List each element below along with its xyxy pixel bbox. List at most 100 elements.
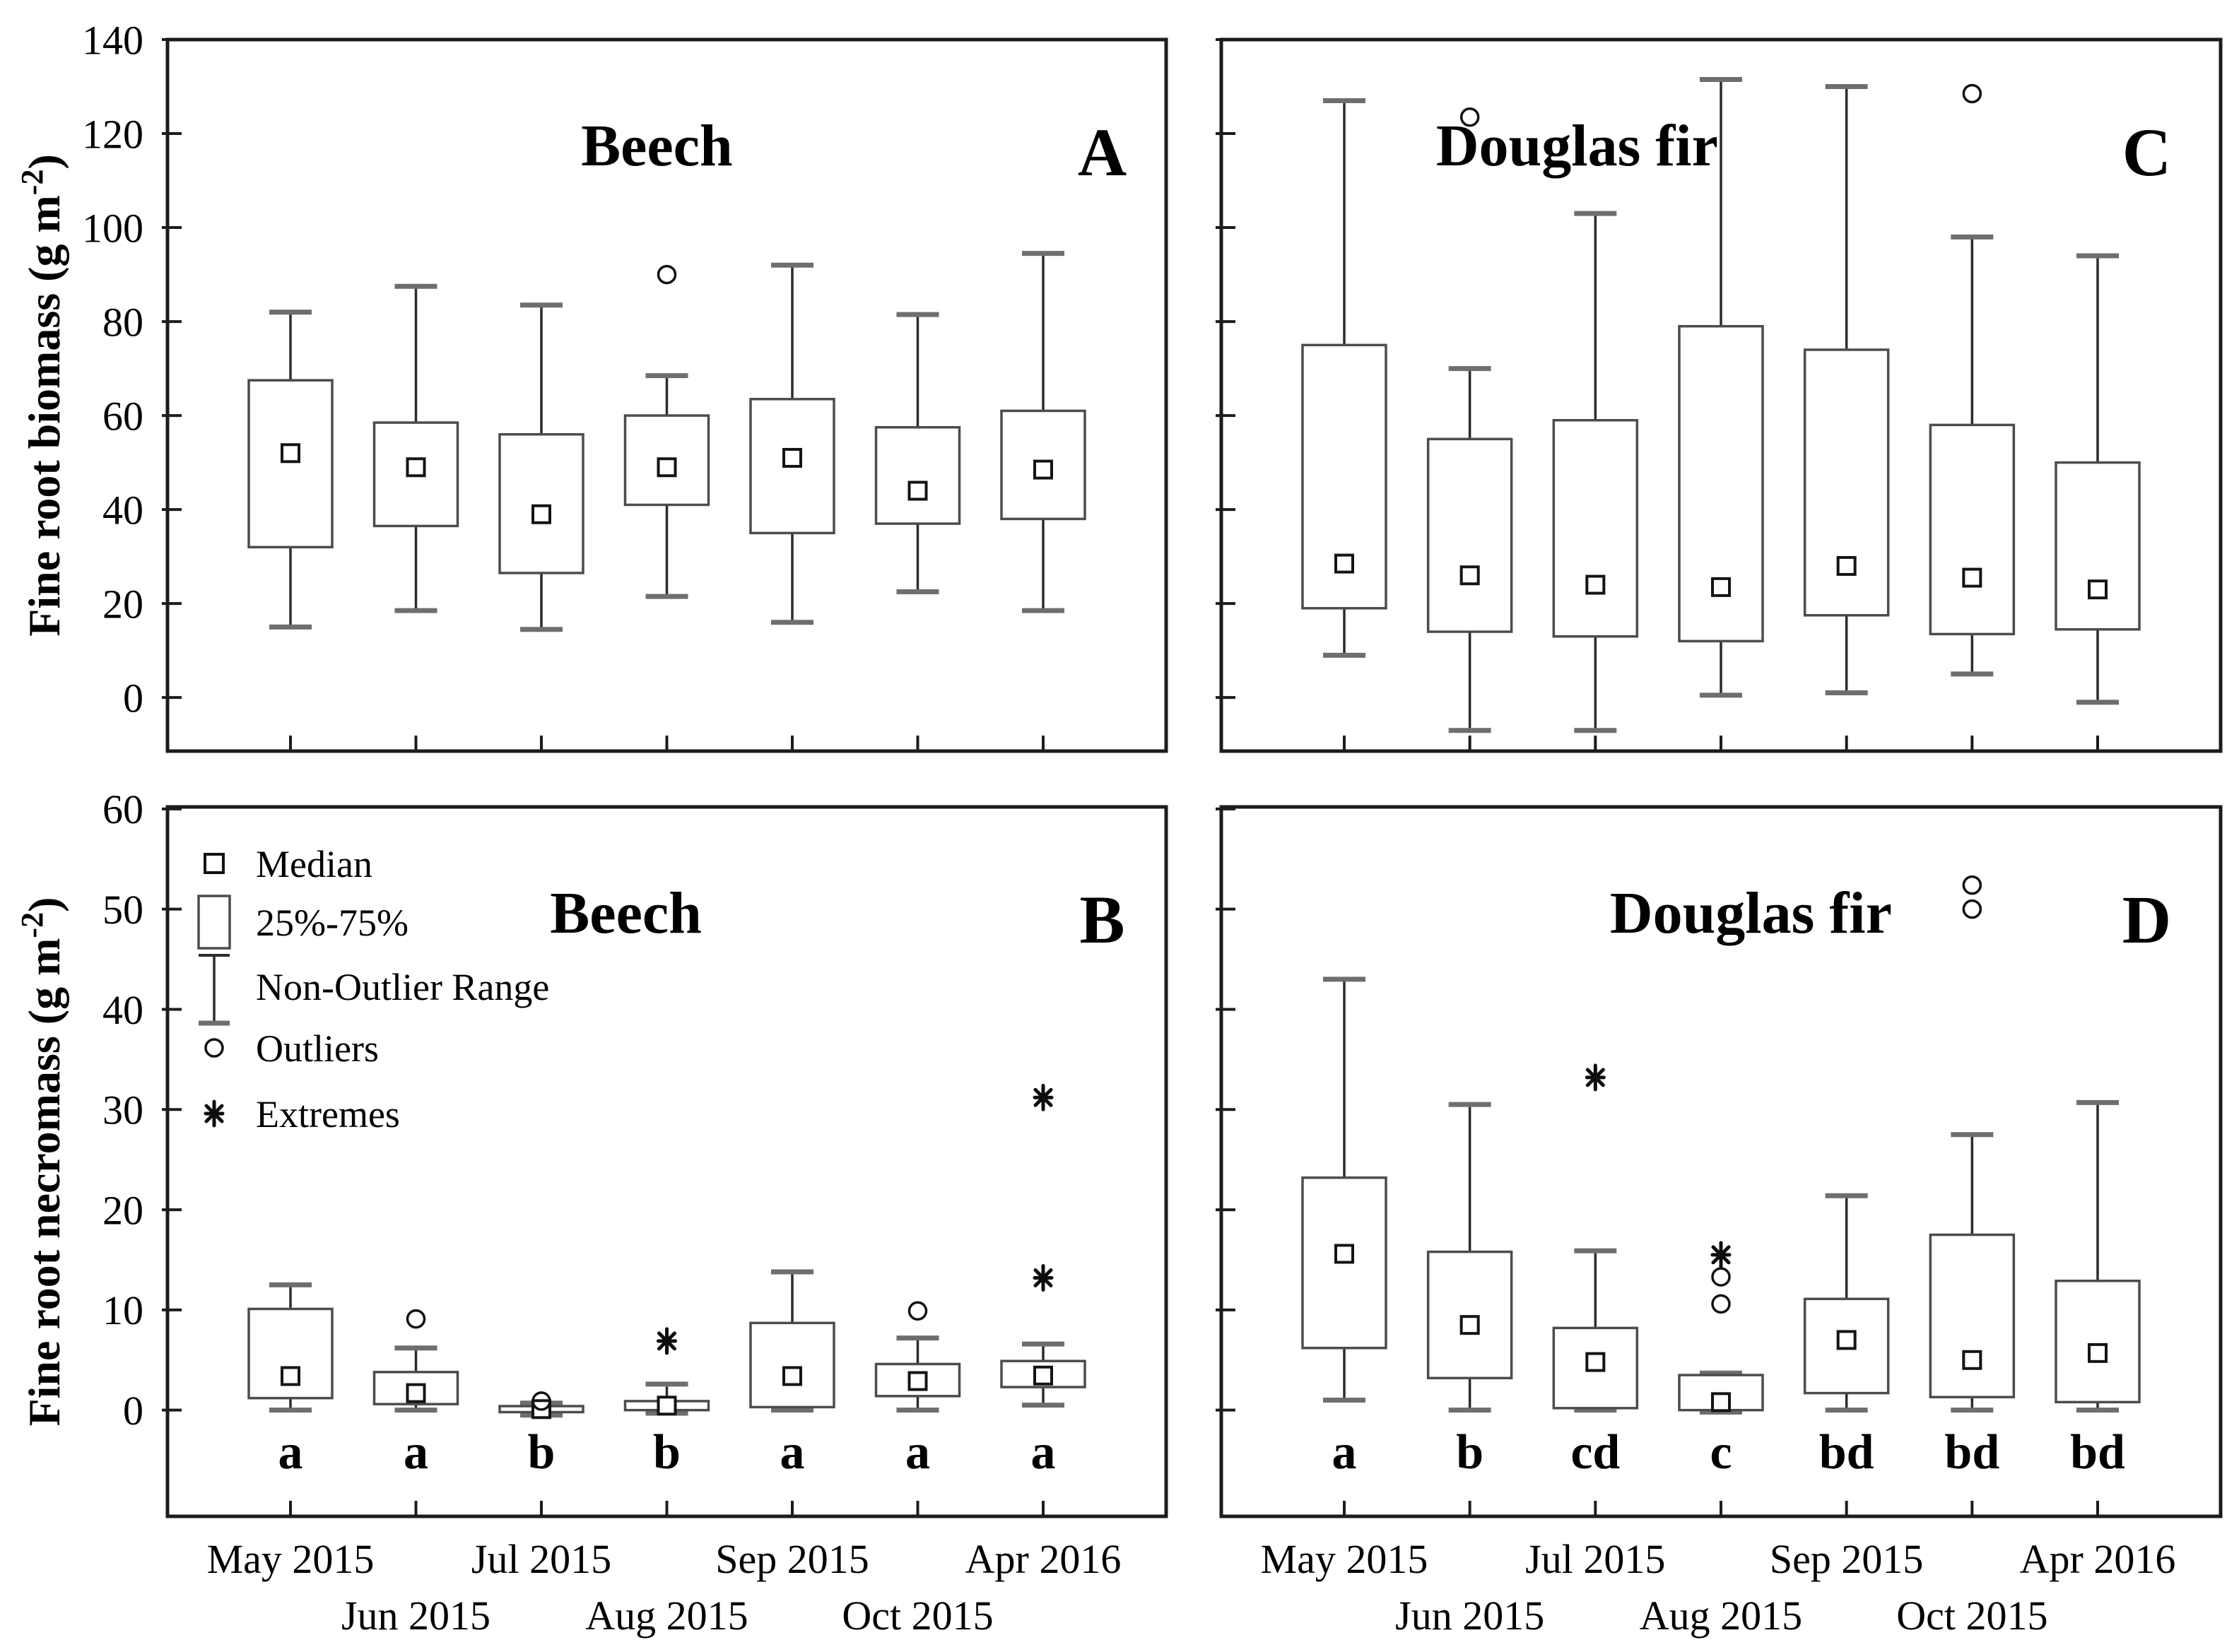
panel-D: a b cd c bd bd bd Douglas fir D May 2015 Jun 2015 J… bbox=[1216, 805, 2223, 1639]
median-marker bbox=[1033, 1365, 1053, 1386]
median-marker bbox=[1711, 577, 1731, 597]
iqr-box bbox=[623, 414, 710, 507]
significance-letter: cd bbox=[1570, 1425, 1620, 1480]
outlier-point bbox=[406, 1309, 426, 1329]
extreme-star-line bbox=[1585, 1068, 1605, 1087]
median-marker bbox=[1836, 555, 1857, 576]
y-tick-label: 0 bbox=[123, 675, 143, 721]
iqr-box bbox=[1929, 423, 2016, 636]
y-tick-label: 120 bbox=[82, 111, 143, 157]
x-tick-label: Apr 2016 bbox=[2020, 1536, 2176, 1582]
iqr-box bbox=[2055, 1280, 2141, 1404]
box-group-jul-2015 bbox=[498, 302, 584, 632]
box-group-oct-2015 bbox=[1929, 83, 2016, 677]
box-group-apr-2016 bbox=[1000, 251, 1086, 613]
y-tick-label: 80 bbox=[102, 299, 143, 345]
panel-title: Beech bbox=[581, 113, 733, 179]
box-group-jun-2015 bbox=[372, 283, 459, 613]
x-tick-label: Sep 2015 bbox=[715, 1536, 869, 1582]
box-group-jun-2015 bbox=[372, 1309, 459, 1413]
panel-letter: B bbox=[1080, 882, 1125, 957]
box-group-oct-2015 bbox=[1929, 875, 2016, 1413]
median-marker bbox=[1711, 1392, 1731, 1412]
significance-letter: a bbox=[1332, 1425, 1357, 1480]
box-group-aug-2015 bbox=[1678, 1241, 1764, 1415]
iqr-box bbox=[1552, 419, 1639, 638]
extreme-star-line bbox=[204, 1104, 224, 1123]
x-tick-label: Oct 2015 bbox=[1896, 1593, 2047, 1639]
median-marker bbox=[1459, 1315, 1480, 1335]
panel-A: 0 20 40 60 80 100 120 140 Beech A Fine root biomas… bbox=[15, 17, 1168, 753]
y-axis-title: Fine root necromass (g m-2) bbox=[15, 897, 69, 1427]
median-marker bbox=[907, 1371, 928, 1391]
x-tick-label: Aug 2015 bbox=[1640, 1593, 1802, 1639]
iqr-box bbox=[2055, 461, 2141, 631]
panel-letter: A bbox=[1078, 114, 1127, 190]
box-group-aug-2015 bbox=[1678, 77, 1764, 698]
x-tick-label: Sep 2015 bbox=[1770, 1536, 1924, 1582]
outlier-point bbox=[1962, 899, 1982, 919]
box-group-may-2015 bbox=[247, 1282, 334, 1413]
legend-label: 25%-75% bbox=[256, 902, 409, 944]
y-tick-label: 140 bbox=[82, 17, 143, 63]
panel-B: 0 10 20 30 40 50 60 a a b b a a a Beech B Fine root necr… bbox=[15, 786, 1168, 1639]
significance-letter: a bbox=[404, 1425, 428, 1480]
iqr-box bbox=[498, 432, 584, 574]
x-tick-label: May 2015 bbox=[207, 1536, 375, 1582]
iqr-box bbox=[1426, 437, 1513, 633]
x-tick-label: Jul 2015 bbox=[1525, 1536, 1665, 1582]
panel-letter: C bbox=[2122, 114, 2171, 190]
y-tick-label: 50 bbox=[102, 887, 143, 933]
y-tick-label: 10 bbox=[102, 1287, 143, 1333]
median-marker bbox=[406, 457, 426, 478]
legend-label: Non-Outlier Range bbox=[256, 966, 549, 1008]
y-tick-label: 30 bbox=[102, 1087, 143, 1133]
box-group-jun-2015 bbox=[1426, 107, 1513, 733]
extreme-point bbox=[1585, 1063, 1606, 1092]
extreme-point bbox=[657, 1327, 677, 1355]
legend-label: Extremes bbox=[256, 1093, 400, 1135]
extreme-star-line bbox=[1711, 1245, 1731, 1265]
x-tick-label: Jul 2015 bbox=[471, 1536, 611, 1582]
extreme-star-line bbox=[657, 1331, 676, 1351]
significance-letter: bd bbox=[2070, 1425, 2125, 1480]
box-group-oct-2015 bbox=[874, 1301, 961, 1413]
legend-box-icon bbox=[197, 895, 231, 950]
median-marker bbox=[1459, 565, 1480, 586]
extreme-star-line bbox=[1033, 1268, 1053, 1287]
box-group-sep-2015 bbox=[1803, 1193, 1890, 1413]
outlier-point bbox=[1962, 83, 1982, 104]
legend-outlier-icon bbox=[204, 1038, 224, 1058]
box-group-apr-2016 bbox=[1000, 1083, 1086, 1408]
median-marker bbox=[782, 447, 802, 468]
y-tick-label: 60 bbox=[102, 786, 143, 832]
y-tick-label: 0 bbox=[123, 1388, 143, 1434]
box-group-may-2015 bbox=[247, 309, 334, 630]
outlier-point bbox=[1711, 1267, 1731, 1287]
box-group-apr-2016 bbox=[2055, 1099, 2141, 1413]
significance-letter: b bbox=[653, 1425, 681, 1480]
x-tick-label: Jun 2015 bbox=[341, 1593, 490, 1639]
extreme-point bbox=[1710, 1241, 1732, 1269]
x-tick-label: Aug 2015 bbox=[585, 1593, 748, 1639]
x-tick-label: Jun 2015 bbox=[1395, 1593, 1544, 1639]
y-tick-label: 60 bbox=[102, 393, 143, 439]
box-group-sep-2015 bbox=[749, 1269, 835, 1413]
median-marker bbox=[1334, 553, 1354, 574]
y-tick-label: 20 bbox=[102, 581, 143, 627]
median-marker bbox=[1962, 1350, 1982, 1370]
median-marker bbox=[281, 443, 300, 464]
median-marker bbox=[1585, 1352, 1606, 1372]
significance-letter: bd bbox=[1944, 1425, 1999, 1480]
panel-letter: D bbox=[2122, 882, 2171, 957]
box-group-oct-2015 bbox=[874, 312, 961, 595]
box-group-apr-2016 bbox=[2055, 253, 2141, 705]
significance-letter: b bbox=[1456, 1425, 1483, 1480]
box-group-jun-2015 bbox=[1426, 1102, 1513, 1413]
median-marker bbox=[657, 1396, 677, 1416]
extreme-point bbox=[1033, 1263, 1054, 1292]
outlier-point bbox=[1711, 1294, 1731, 1314]
median-marker bbox=[907, 480, 928, 501]
significance-letter: a bbox=[278, 1425, 303, 1480]
